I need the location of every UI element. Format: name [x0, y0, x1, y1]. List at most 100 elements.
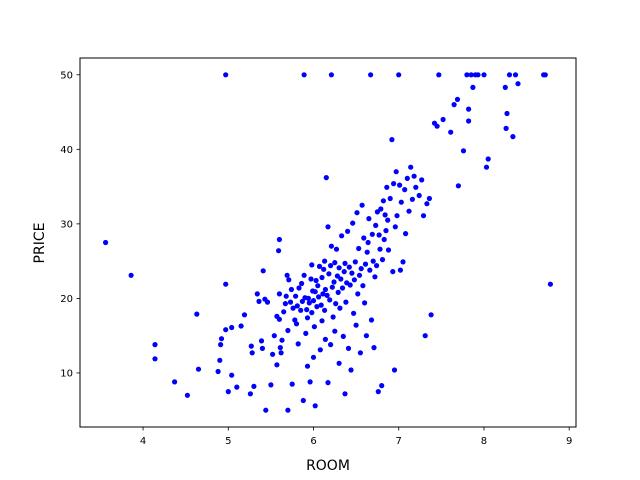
- scatter-point: [152, 356, 158, 362]
- scatter-point: [373, 222, 379, 228]
- scatter-point: [276, 248, 282, 254]
- scatter-point: [481, 72, 487, 78]
- scatter-point: [284, 272, 290, 278]
- scatter-point: [293, 293, 299, 299]
- plot-frame: [79, 57, 577, 428]
- scatter-point: [328, 342, 334, 348]
- scatter-point: [350, 220, 356, 226]
- scatter-point: [397, 267, 403, 273]
- scatter-point: [320, 291, 326, 297]
- scatter-point: [325, 224, 331, 230]
- x-tick-label: 5: [225, 436, 231, 447]
- scatter-point: [448, 129, 454, 135]
- scatter-point: [286, 277, 292, 283]
- scatter-point: [283, 293, 289, 299]
- scatter-point: [357, 350, 363, 356]
- scatter-point: [330, 314, 336, 320]
- scatter-point: [348, 367, 354, 373]
- scatter-point: [310, 298, 317, 304]
- scatter-point: [264, 299, 271, 305]
- scatter-point: [299, 280, 305, 287]
- scatter-point: [424, 201, 430, 207]
- scatter-point: [349, 270, 355, 276]
- scatter-point: [263, 407, 269, 413]
- scatter-point: [247, 391, 253, 397]
- scatter-point: [379, 383, 385, 389]
- scatter-point: [152, 342, 158, 348]
- scatter-point: [285, 407, 291, 413]
- scatter-point: [282, 301, 288, 307]
- scatter-point: [316, 294, 322, 300]
- scatter-point: [422, 333, 428, 339]
- scatter-point: [379, 257, 386, 263]
- scatter-point: [223, 327, 229, 333]
- scatter-point: [274, 362, 280, 368]
- scatter-point: [195, 366, 202, 372]
- scatter-point: [394, 213, 400, 219]
- scatter-point: [408, 164, 414, 170]
- scatter-point: [426, 195, 432, 202]
- scatter-point: [241, 312, 248, 318]
- scatter-point: [515, 81, 521, 87]
- scatter-point: [328, 72, 334, 78]
- scatter-point: [343, 299, 349, 305]
- y-tick-label: 10: [60, 368, 73, 379]
- scatter-point: [387, 195, 393, 202]
- scatter-point: [455, 183, 461, 189]
- scatter-point: [475, 72, 481, 78]
- scatter-point: [391, 367, 398, 373]
- scatter-point: [470, 84, 476, 90]
- scatter-point: [468, 72, 474, 78]
- scatter-point: [229, 324, 235, 331]
- scatter-point: [460, 148, 467, 154]
- scatter-point: [362, 300, 368, 306]
- scatter-point: [336, 360, 342, 366]
- scatter-point: [341, 269, 347, 275]
- scatter-point: [324, 292, 330, 298]
- scatter-point: [503, 125, 509, 131]
- scatter-point: [223, 281, 229, 287]
- scatter-point: [334, 273, 340, 279]
- scatter-point: [434, 123, 440, 129]
- scatter-point: [103, 239, 109, 246]
- scatter-point: [466, 118, 472, 124]
- scatter-point: [385, 247, 392, 253]
- scatter-point: [347, 282, 353, 288]
- scatter-point: [313, 277, 319, 284]
- scatter-point: [194, 311, 200, 317]
- scatter-point: [504, 110, 510, 117]
- scatter-point: [345, 228, 351, 234]
- scatter-point: [485, 156, 491, 162]
- scatter-point: [271, 333, 277, 339]
- scatter-point: [307, 379, 313, 385]
- scatter-point: [360, 283, 366, 289]
- scatter-point: [342, 260, 348, 266]
- scatter-point: [258, 338, 265, 344]
- scatter-point: [354, 210, 360, 216]
- scatter-point: [411, 173, 417, 179]
- scatter-point: [299, 298, 305, 304]
- scatter-point: [483, 164, 490, 170]
- scatter-point: [325, 380, 331, 386]
- scatter-point: [234, 384, 240, 390]
- scatter-point: [440, 116, 446, 123]
- scatter-point: [342, 391, 348, 397]
- scatter-point: [337, 305, 343, 311]
- scatter-point: [256, 298, 262, 304]
- scatter-point: [298, 307, 304, 313]
- scatter-point: [309, 262, 315, 268]
- x-tick-label: 7: [396, 436, 402, 447]
- scatter-point: [184, 392, 190, 398]
- scatter-point: [248, 343, 254, 349]
- scatter-point: [403, 231, 409, 237]
- scatter-point: [358, 266, 364, 272]
- scatter-point: [368, 72, 374, 78]
- scatter-point: [547, 281, 554, 287]
- scatter-point: [260, 268, 266, 274]
- scatter-point: [362, 261, 369, 267]
- scatter-point: [363, 333, 369, 339]
- scatter-point: [295, 341, 301, 347]
- scatter-point: [304, 315, 311, 321]
- scatter-point: [314, 304, 320, 310]
- x-tick-label: 6: [310, 436, 316, 447]
